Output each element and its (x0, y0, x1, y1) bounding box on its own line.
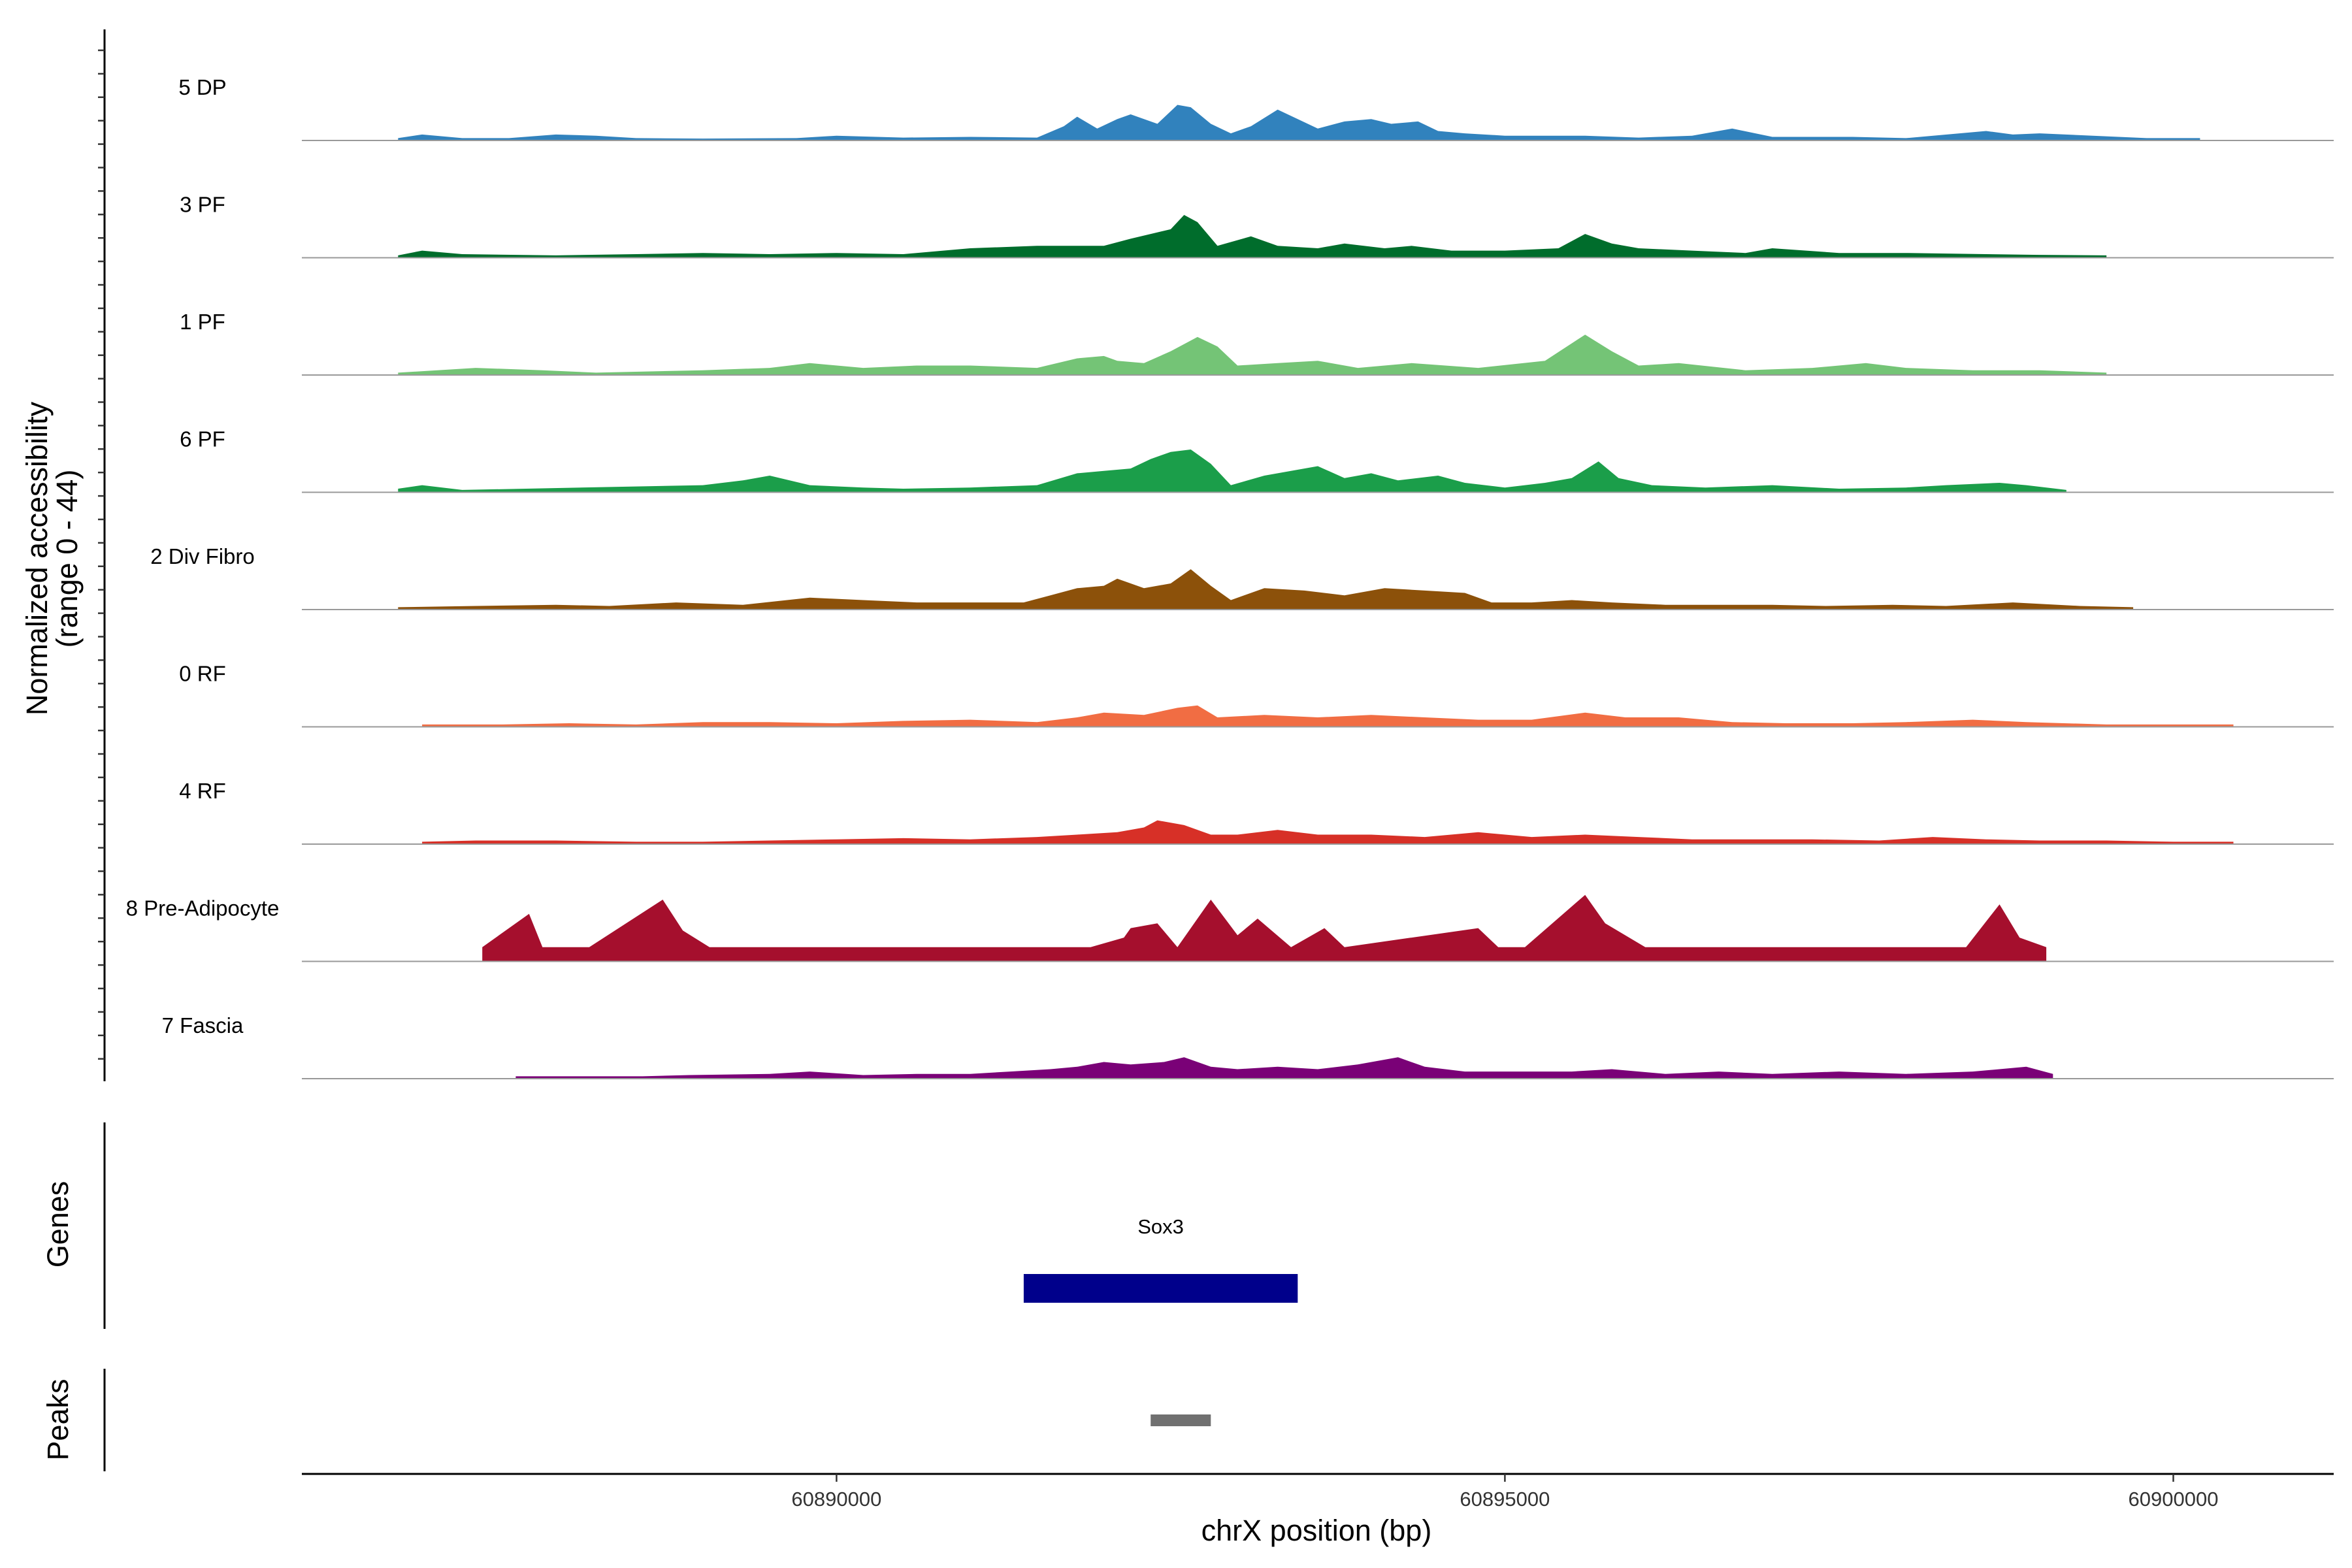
track-label: 0 RF (179, 662, 226, 686)
x-tick-label: 60900000 (2129, 1488, 2219, 1511)
coverage-area (515, 1057, 2053, 1079)
coverage-area (398, 449, 2066, 493)
track-8: 8 Pre-Adipocyte (126, 894, 2334, 962)
coverage-area (482, 894, 2047, 962)
peaks-panel-label: Peaks (41, 1379, 74, 1460)
coverage-area (398, 569, 2134, 610)
track-1: 5 DP (178, 75, 2334, 141)
coverage-y-axis-title-line1: Normalized accessibility (20, 401, 54, 715)
coverage-y-axis-title-line2: (range 0 - 44) (50, 470, 84, 648)
track-7: 4 RF (179, 779, 2334, 845)
x-axis-title: chrX position (bp) (1201, 1514, 1432, 1547)
track-label: 4 RF (179, 779, 226, 803)
track-label: 2 Div Fibro (150, 544, 255, 568)
x-axis: 60890000 60895000 60900000 (302, 1473, 2334, 1511)
gene-name-label: Sox3 (1137, 1215, 1184, 1238)
peaks-panel (103, 1369, 1211, 1471)
coverage-area (398, 335, 2107, 375)
gene-body (1023, 1274, 1298, 1303)
track-label: 3 PF (180, 193, 225, 217)
track-6: 0 RF (179, 662, 2334, 728)
coverage-tracks: 5 DP 3 PF 1 PF 6 PF 2 Div Fibro 0 RF 4 RF 8 Pre… (126, 75, 2334, 1079)
track-label: 6 PF (180, 427, 225, 451)
track-3: 1 PF (180, 310, 2334, 376)
coverage-area (398, 105, 2200, 140)
track-2: 3 PF (180, 193, 2334, 259)
x-tick-label: 60890000 (791, 1488, 881, 1511)
x-tick-label: 60895000 (1460, 1488, 1550, 1511)
track-label: 1 PF (180, 310, 225, 334)
coverage-area (398, 215, 2107, 258)
coverage-area (422, 705, 2234, 727)
track-9: 7 Fascia (162, 1013, 2334, 1079)
peak-region (1151, 1414, 1211, 1426)
track-4: 6 PF (180, 427, 2334, 493)
coverage-y-axis (98, 29, 106, 1081)
track-label: 7 Fascia (162, 1013, 244, 1037)
coverage-area (422, 820, 2234, 844)
track-label: 5 DP (178, 75, 226, 99)
track-label: 8 Pre-Adipocyte (126, 896, 280, 921)
genes-panel-label: Genes (41, 1181, 74, 1268)
genes-panel: Sox3 (103, 1122, 1298, 1329)
track-5: 2 Div Fibro (150, 544, 2334, 610)
